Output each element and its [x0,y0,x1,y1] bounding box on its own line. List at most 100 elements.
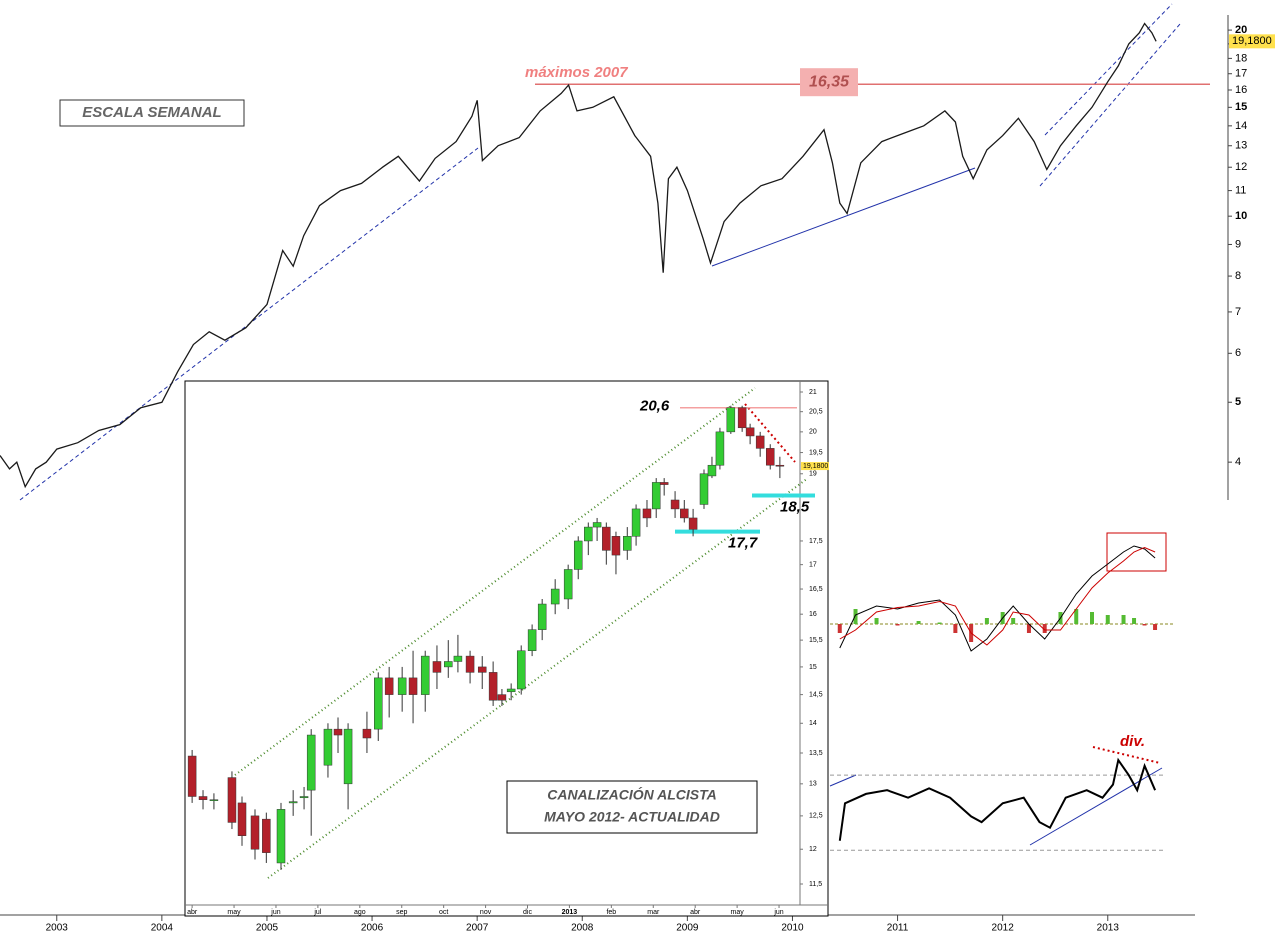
histogram-bar [895,624,900,626]
x-tick-label: may [227,909,241,916]
reference-name: máximos 2007 [525,64,628,81]
y-tick-label: 12 [1235,161,1247,173]
y-tick-label: 4 [1235,456,1241,468]
candle-body [550,588,560,605]
x-tick-label: dic [523,909,532,916]
channel-line [1039,23,1181,187]
candle-body [563,569,573,600]
candle-body [670,499,680,510]
histogram-bar [1132,618,1137,624]
x-tick-label: may [730,909,744,916]
reference-label: 16,35 [809,73,850,90]
candle-body [715,431,725,466]
histogram-bar [837,624,842,633]
last-value-box [1229,34,1275,49]
x-tick-label: oct [439,909,448,916]
x-tick-label: feb [606,909,616,916]
y-tick-label: 16,5 [809,586,823,593]
candle-body [611,536,621,556]
y-tick-label: 20 [809,429,817,436]
x-tick-label: abr [187,909,198,916]
candle-body [288,801,298,804]
candle-body [659,482,669,485]
candle-body [726,407,736,433]
candle-body [765,448,775,466]
title-box [59,99,245,127]
candle-body [250,815,260,850]
y-tick-label: 15 [1235,101,1247,113]
price-line [0,22,1157,489]
candle-body [323,728,333,766]
candle-body [444,661,453,668]
candle-body [209,799,219,801]
x-tick-label: 2009 [676,923,699,934]
candle-body [602,526,611,551]
rsi-line [838,757,1157,841]
y-tick-label: 20 [1235,24,1247,36]
x-tick-label: 2004 [151,923,174,934]
x-tick-label: jul [313,909,321,916]
x-tick-label: jun [270,909,280,916]
y-tick-label: 5 [1235,396,1241,408]
y-tick-label: 21 [809,389,817,396]
candle-body [299,796,309,799]
histogram-bar [984,618,989,624]
candle-body [745,427,755,437]
histogram-bar [916,621,921,624]
histogram-bar [1090,612,1095,624]
y-tick-label: 14 [809,720,817,727]
candle-body [276,809,286,864]
candle-body [306,734,316,791]
candle-body [737,407,747,429]
candle-body [497,694,507,701]
y-tick-label: 11,5 [809,881,822,888]
histogram-bar [1042,624,1047,633]
candle-body [374,677,383,730]
candle-body [573,540,583,570]
y-tick-label: 6 [1235,347,1241,359]
last-value-box [801,462,829,471]
x-tick-label: 2007 [466,923,489,934]
channel-line [267,477,809,879]
candle-body [465,655,475,673]
y-tick-label: 12,5 [809,813,823,820]
candle-body [584,526,593,542]
candle-body [651,482,661,510]
candle-body [527,629,537,651]
histogram-bar [853,609,858,624]
x-tick-label: mar [647,909,660,916]
annotation: div. [1120,733,1145,750]
y-tick-label: 14 [1235,120,1247,132]
candle-body [642,508,652,519]
x-tick-label: ago [354,909,366,916]
y-tick-label: 13 [809,781,817,788]
trend-line [711,167,976,267]
candle-body [623,536,632,551]
candle-body [237,802,247,836]
x-tick-label: nov [480,909,492,916]
x-tick-label: sep [396,909,407,916]
candle-body [516,650,526,690]
y-tick-label: 13 [1235,140,1247,152]
y-tick-label: 15 [809,664,817,671]
x-tick-label: 2008 [571,923,594,934]
x-tick-label: 2013 [1097,923,1120,934]
candle-body [699,473,709,505]
histogram-bar [1142,624,1147,626]
y-tick-label: 17,5 [809,538,823,545]
histogram-bar [953,624,958,633]
x-tick-label: jun [773,909,783,916]
x-tick-label: 2003 [46,923,69,934]
trend-line [829,774,857,787]
histogram-bar [874,618,879,624]
y-tick-label: 17 [809,561,817,568]
candle-body [420,655,430,695]
candle-body [384,677,394,695]
title-box [506,780,758,834]
inset-chart: CANALIZACIÓN ALCISTA MAYO 2012- ACTUALID… [184,380,829,917]
candle-body [432,661,442,673]
y-tick-label: 20,5 [809,409,823,416]
candle-body [408,677,418,695]
candle-body [343,728,353,785]
